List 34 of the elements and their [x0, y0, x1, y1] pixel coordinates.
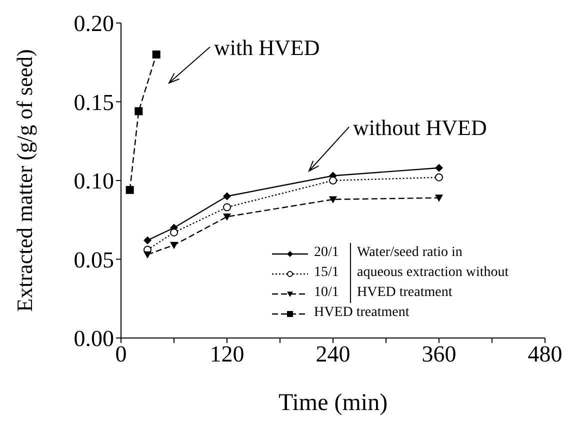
point: [134, 107, 143, 116]
point: [435, 164, 443, 172]
y-tick-label: 0.15: [74, 90, 114, 115]
point: [329, 196, 337, 204]
y-axis-title: Extracted matter (g/g of seed): [12, 49, 37, 312]
legend-label: 15/1: [314, 264, 339, 282]
x-tick-label: 480: [528, 341, 562, 366]
point: [329, 176, 337, 184]
point: [144, 251, 152, 259]
point: [223, 214, 231, 221]
point: [435, 173, 443, 182]
point: [170, 228, 178, 236]
y-tick-label: 0.20: [74, 11, 114, 36]
point: [223, 203, 231, 212]
x-tick-label: 360: [422, 341, 456, 366]
legend-label: 10/1: [314, 284, 339, 302]
point: [144, 236, 152, 244]
x-tick-label: 120: [210, 341, 244, 366]
y-tick-label: 0.00: [74, 326, 114, 352]
point: [223, 192, 231, 200]
x-axis-title: Time (min): [278, 390, 388, 416]
y-tick-label: 0.10: [74, 168, 114, 194]
legend-label: HVED treatment: [314, 304, 410, 322]
point: [435, 194, 443, 202]
legend-label: 20/1: [314, 244, 339, 262]
x-tick-label: 240: [316, 341, 350, 366]
annotation: with HVED: [214, 35, 320, 60]
legend-title: Water/seed ratio in aqueous extraction without HVED treatment: [350, 243, 509, 303]
annotation: without HVED: [353, 115, 487, 140]
y-tick-label: 0.05: [74, 247, 114, 272]
point: [170, 242, 178, 250]
point: [126, 186, 134, 194]
point: [152, 50, 160, 58]
x-tick-label: 0: [115, 341, 127, 366]
